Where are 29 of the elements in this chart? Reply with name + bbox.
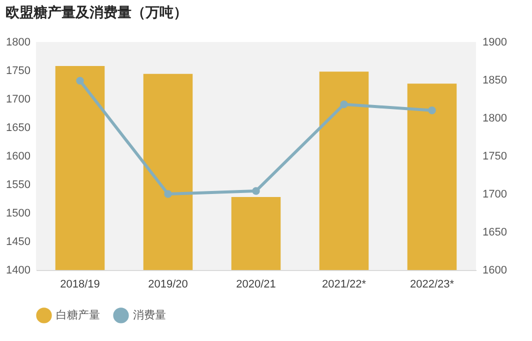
y2-tick-label: 1650 [482,226,507,238]
y-tick-label: 1550 [6,179,30,191]
legend-label: 白糖产量 [56,308,100,322]
y2-tick-label: 1700 [482,188,507,200]
x-tick-label: 2020/21 [236,278,276,290]
x-tick-label: 2018/19 [60,278,100,290]
point [340,100,348,108]
y-tick-label: 1650 [6,122,30,134]
y2-tick-label: 1800 [482,112,507,124]
legend-label: 消费量 [133,308,166,322]
y-tick-label: 1400 [6,264,30,276]
y-tick-label: 1700 [6,94,30,106]
x-tick-label: 2021/22* [322,278,367,290]
y-tick-label: 1800 [6,36,30,48]
y-tick-label: 1750 [6,65,30,77]
chart-title: 欧盟糖产量及消费量（万吨） [6,4,188,20]
y-tick-label: 1600 [6,150,30,162]
y2-tick-label: 1750 [482,150,507,162]
y2-tick-label: 1850 [482,74,507,86]
point [252,187,260,195]
y-tick-label: 1450 [6,236,30,248]
x-tick-label: 2022/23* [410,278,455,290]
x-tick-label: 2019/20 [148,278,188,290]
y2-tick-label: 1600 [482,264,507,276]
point [428,106,436,114]
y2-tick-label: 1900 [482,36,507,48]
point [76,76,84,85]
y-tick-label: 1500 [6,208,30,220]
point [164,190,172,198]
